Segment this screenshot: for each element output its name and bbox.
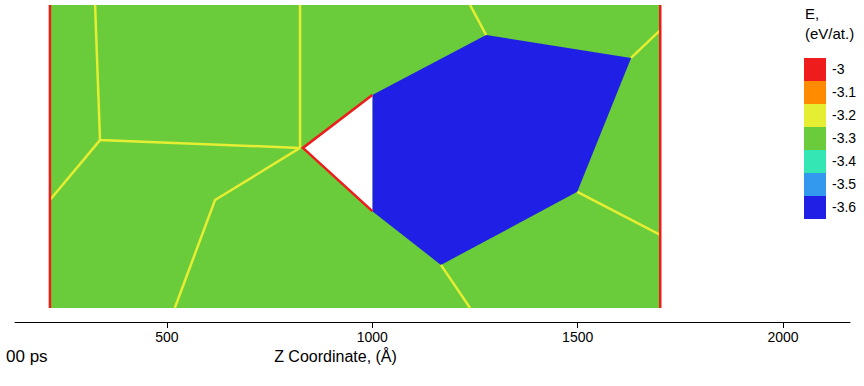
svg-text:2000: 2000 <box>767 329 798 345</box>
svg-text:Z Coordinate, (Å): Z Coordinate, (Å) <box>274 347 397 365</box>
svg-text:E,: E, <box>805 5 819 22</box>
svg-text:1500: 1500 <box>562 329 593 345</box>
svg-text:-3.6: -3.6 <box>832 199 856 215</box>
svg-text:500: 500 <box>155 329 179 345</box>
svg-text:-3.3: -3.3 <box>832 130 856 146</box>
svg-text:-3.2: -3.2 <box>832 107 856 123</box>
svg-text:00 ps: 00 ps <box>6 347 48 366</box>
svg-text:-3.5: -3.5 <box>832 176 856 192</box>
svg-text:-3.1: -3.1 <box>832 84 856 100</box>
svg-text:-3.4: -3.4 <box>832 153 856 169</box>
svg-text:(eV/at.): (eV/at.) <box>805 25 854 42</box>
svg-text:-3: -3 <box>832 61 845 77</box>
svg-text:1000: 1000 <box>357 329 388 345</box>
